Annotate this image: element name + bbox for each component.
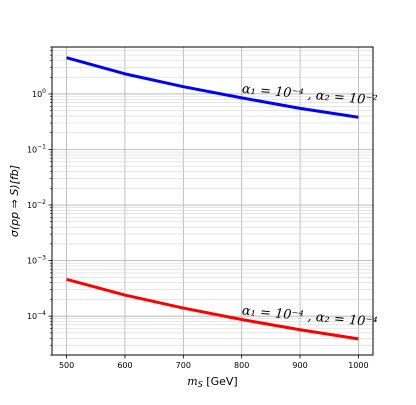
y-ticks: 100 10−1 10−2 10−3 10−4 [27, 46, 52, 356]
series-line-2 [66, 277, 359, 341]
x-tick-label: 900 [292, 361, 307, 370]
y-tick-label: 10−3 [27, 255, 46, 266]
y-tick-label: 10−2 [27, 199, 46, 210]
x-tick-label: 700 [176, 361, 191, 370]
x-ticks: 500 600 700 800 900 1000 [59, 355, 369, 370]
annotation-2: α₁ = 10⁻⁴ , α₂ = 10⁻⁴ [241, 304, 378, 331]
series-line-1 [66, 56, 359, 119]
y-tick-label: 10−1 [27, 144, 46, 155]
plot-frame [51, 46, 374, 356]
series-layer [66, 56, 359, 341]
annotation-1: α₁ = 10⁻⁴ , α₂ = 10⁻² [241, 82, 378, 109]
x-tick-label: 1000 [348, 361, 368, 370]
y-axis-label: σ(pp ⇒ S)[fb] [8, 165, 21, 237]
grid [52, 46, 373, 356]
x-axis-label: mS [GeV] [187, 375, 237, 389]
annotations: α₁ = 10⁻⁴ , α₂ = 10⁻² α₁ = 10⁻⁴ , α₂ = 10… [241, 82, 378, 331]
y-tick-label: 100 [32, 88, 46, 99]
y-tick-label: 10−4 [27, 310, 46, 321]
x-tick-label: 800 [234, 361, 249, 370]
x-tick-label: 600 [117, 361, 132, 370]
x-tick-label: 500 [59, 361, 74, 370]
